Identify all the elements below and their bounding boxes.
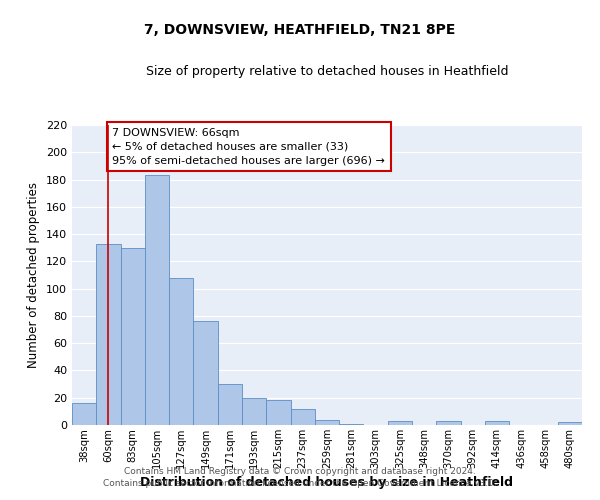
X-axis label: Distribution of detached houses by size in Heathfield: Distribution of detached houses by size …: [140, 476, 514, 490]
Bar: [72, 403, 96, 425]
Bar: [339, 424, 364, 425]
Text: Contains HM Land Registry data © Crown copyright and database right 2024.
Contai: Contains HM Land Registry data © Crown c…: [103, 466, 497, 487]
Bar: [388, 421, 412, 425]
Bar: [121, 248, 145, 425]
Bar: [315, 420, 339, 425]
Bar: [266, 400, 290, 425]
Y-axis label: Number of detached properties: Number of detached properties: [28, 182, 40, 368]
Bar: [218, 384, 242, 425]
Bar: [96, 244, 121, 425]
Title: Size of property relative to detached houses in Heathfield: Size of property relative to detached ho…: [146, 65, 508, 78]
Bar: [436, 421, 461, 425]
Bar: [169, 278, 193, 425]
Text: 7, DOWNSVIEW, HEATHFIELD, TN21 8PE: 7, DOWNSVIEW, HEATHFIELD, TN21 8PE: [145, 22, 455, 36]
Bar: [242, 398, 266, 425]
Bar: [290, 408, 315, 425]
Text: 7 DOWNSVIEW: 66sqm
← 5% of detached houses are smaller (33)
95% of semi-detached: 7 DOWNSVIEW: 66sqm ← 5% of detached hous…: [112, 128, 385, 166]
Bar: [485, 421, 509, 425]
Bar: [145, 176, 169, 425]
Bar: [558, 422, 582, 425]
Bar: [193, 322, 218, 425]
